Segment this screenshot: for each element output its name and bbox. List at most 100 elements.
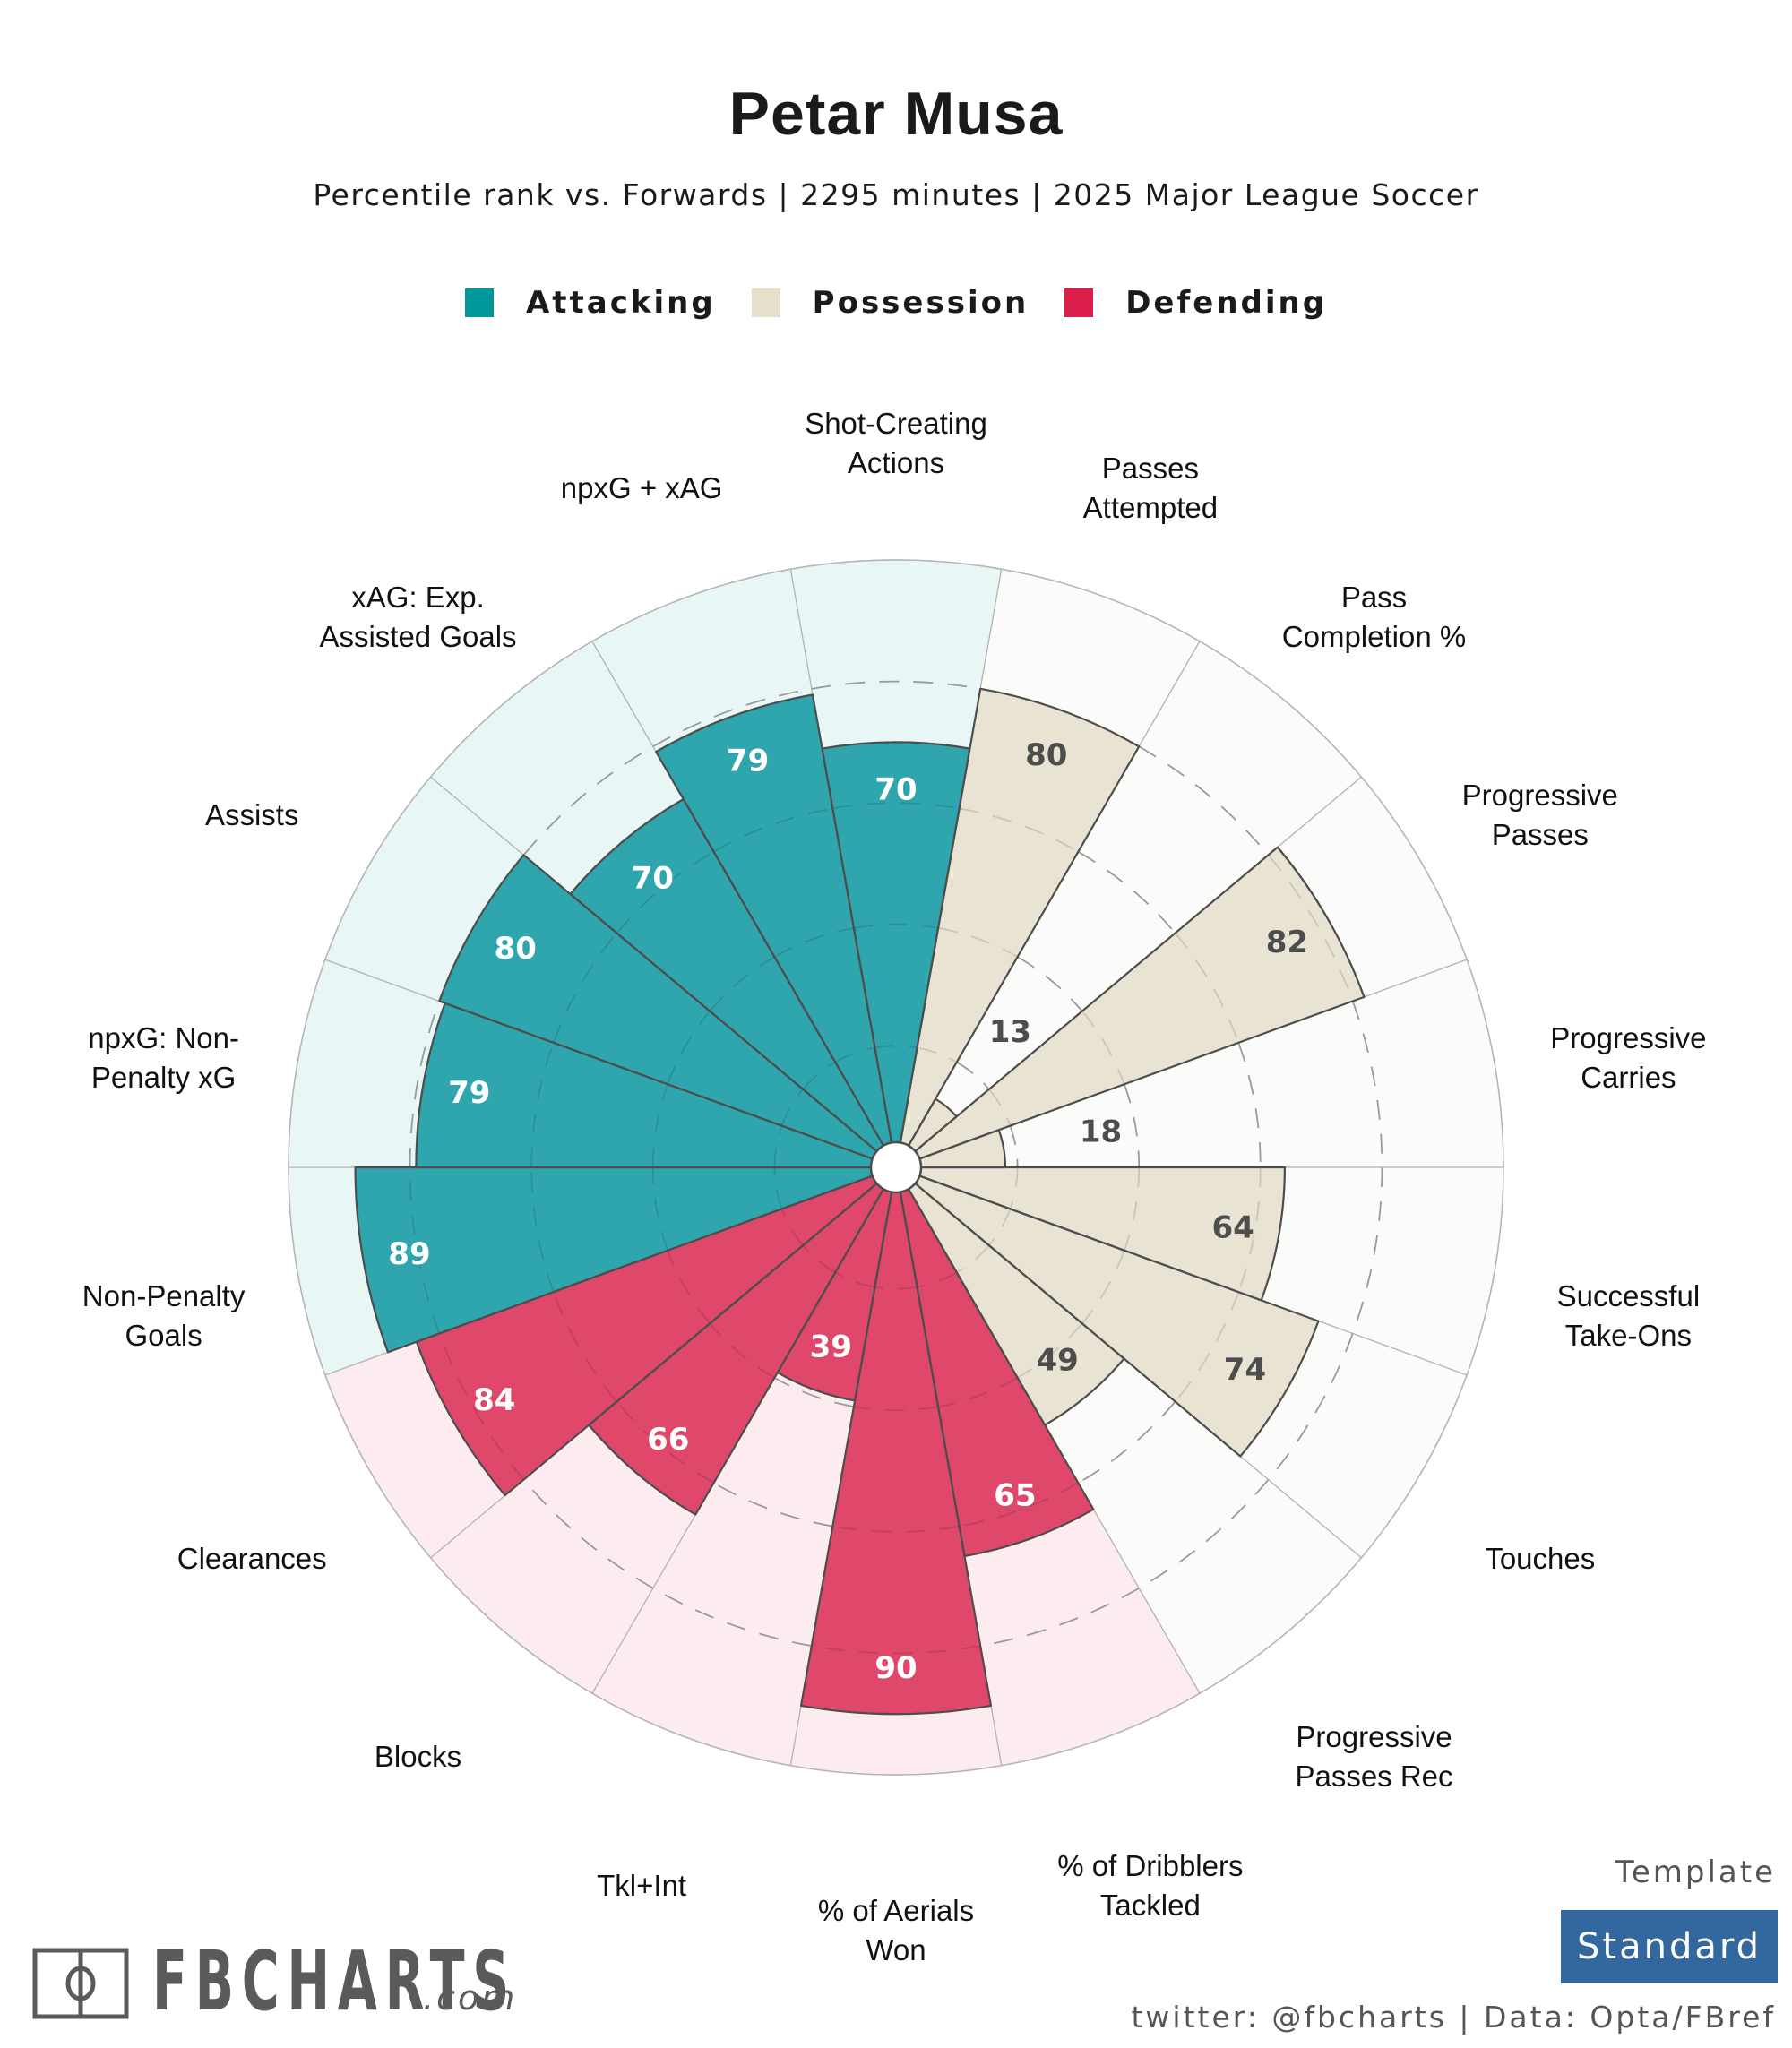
metric-label-line: Tkl+Int — [597, 1869, 686, 1902]
metric-label-line: Passes — [1102, 452, 1199, 485]
metric-label-line: Penalty xG — [91, 1061, 236, 1094]
metric-label-line: Assisted Goals — [319, 620, 516, 653]
metric-label-line: xAG: Exp. — [351, 581, 485, 614]
metric-label-successful-take-ons: Successful Take-Ons — [1557, 1279, 1701, 1352]
gridline-on-bar-60 — [1174, 932, 1240, 1044]
gridline-on-bar-40 — [937, 1377, 1019, 1407]
metric-label-line: Carries — [1581, 1061, 1676, 1094]
value-label-clearances: 84 — [473, 1382, 515, 1418]
bar-outline-npxg-non-penalty-xg — [415, 1002, 898, 1169]
value-label-assists: 80 — [495, 931, 537, 967]
gridline-on-bar-40 — [651, 1166, 669, 1252]
gridline-80 — [1267, 1333, 1354, 1481]
metric-label-non-penalty-goals: Non-Penalty Goals — [82, 1279, 246, 1352]
metric-label-progressive-passes: Progressive Passes — [1462, 779, 1618, 851]
value-label-non-penalty-goals: 89 — [388, 1236, 430, 1272]
metric-label-line: Successful — [1557, 1279, 1701, 1312]
gridline-on-bar-20 — [988, 1089, 1012, 1126]
gridline-80 — [522, 1479, 654, 1589]
gridline-on-bar-80 — [438, 1333, 525, 1481]
gridline-on-bar-40 — [667, 1250, 711, 1324]
gridline-on-bar-40 — [1081, 1250, 1125, 1324]
gridline-on-bar-40 — [773, 927, 855, 958]
gridline-on-bar-20 — [834, 1271, 875, 1288]
gridline-on-bar-20 — [780, 1089, 804, 1126]
gridline-on-bar-40 — [853, 923, 939, 929]
pitch-icon — [32, 1948, 129, 2019]
metric-label-line: Tackled — [1100, 1889, 1201, 1922]
gridline-on-bar-20 — [780, 1209, 804, 1246]
bars — [355, 688, 1365, 1715]
legend: Attacking Possession Defending — [0, 285, 1792, 321]
metric-label-line: Attempted — [1083, 491, 1218, 524]
gridline-80 — [811, 680, 981, 690]
legend-label-defending: Defending — [1125, 285, 1328, 321]
bar-outline-blocks — [588, 1166, 898, 1516]
gridline-40 — [1017, 956, 1083, 1012]
gridline-on-bar-20 — [988, 1209, 1012, 1246]
gridline-80 — [1351, 1001, 1383, 1168]
value-label-progressive-passes: 82 — [1266, 925, 1308, 960]
gridline-on-bar-20 — [874, 1045, 918, 1049]
gridline-on-bar-60 — [832, 1525, 960, 1533]
gridline-on-bar-60 — [616, 850, 715, 934]
logo-tld: .com — [423, 1978, 518, 2018]
legend-item-possession: Possession — [751, 285, 1030, 321]
bar-outline-clearances — [415, 1166, 898, 1497]
gridline-on-bar-20 — [802, 1061, 836, 1090]
credits: twitter: @fbcharts | Data: Opta/FBref — [1131, 2000, 1776, 2035]
gridline-60 — [713, 1482, 833, 1527]
metric-label-line: Won — [866, 1933, 926, 1966]
gridline-80 — [1138, 1479, 1270, 1589]
gridline-on-bar-60 — [959, 1482, 1079, 1527]
gridline-60 — [1077, 850, 1176, 934]
gridline-on-bar-20 — [874, 1286, 918, 1290]
legend-swatch-defending — [1064, 288, 1094, 317]
bar-xag-exp-assisted-goals — [570, 798, 896, 1167]
chart-subtitle: Percentile rank vs. Forwards | 2295 minu… — [313, 177, 1479, 212]
gridline-on-bar-60 — [530, 1042, 555, 1168]
gridline-on-bar-40 — [709, 1322, 775, 1379]
bar-outline-assists — [438, 854, 898, 1169]
gridline-on-bar-80 — [409, 1166, 441, 1334]
bar-outline-npxg-xag — [655, 693, 898, 1169]
gridline-on-bar-40 — [667, 1011, 711, 1085]
value-labels: 70 80 13 82 18 64 74 49 65 90 39 66 84 89 79 80 70 79 — [388, 737, 1308, 1686]
bar-of-aerials-won — [801, 1167, 991, 1715]
gridline-40 — [773, 1377, 855, 1407]
bar-assists — [439, 855, 896, 1167]
value-label-xag-exp-assisted-goals: 70 — [632, 860, 674, 896]
metric-labels: Shot-Creating Actions Passes Attempted Pass C… — [82, 407, 1707, 1966]
metric-label-line: Progressive — [1462, 779, 1618, 812]
gridline-20 — [1009, 1125, 1019, 1168]
bar-passes-attempted — [896, 688, 1140, 1167]
metric-label-assists: Assists — [205, 798, 299, 831]
bar-outline-of-dribblers-tackled — [894, 1166, 1095, 1558]
gridline-80 — [1138, 745, 1270, 856]
legend-label-attacking: Attacking — [525, 285, 716, 321]
metric-label-xag-exp-assisted-goals: xAG: Exp. Assisted Goals — [319, 581, 516, 653]
gridlines-on-bars — [409, 802, 1354, 1655]
value-label-tkl-int: 39 — [810, 1329, 852, 1365]
value-label-of-aerials-won: 90 — [874, 1650, 917, 1686]
gridline-on-bar-40 — [709, 956, 775, 1012]
metric-label-progressive-passes-rec: Progressive Passes Rec — [1295, 1720, 1452, 1793]
gridline-on-bar-60 — [552, 932, 618, 1044]
metric-label-of-aerials-won: % of Aerials Won — [818, 1894, 974, 1966]
value-label-progressive-carries: 18 — [1080, 1114, 1122, 1150]
metric-label-line: Pass — [1341, 581, 1407, 614]
value-label-blocks: 66 — [647, 1422, 689, 1458]
bar-outline-passes-attempted — [894, 687, 1141, 1169]
legend-swatch-possession — [751, 288, 780, 317]
gridline-on-bar-60 — [713, 807, 833, 853]
gridline-20 — [956, 1061, 990, 1090]
gridline-80 — [1351, 1166, 1383, 1334]
gridline-80 — [409, 1001, 441, 1168]
metric-label-line: Non-Penalty — [82, 1279, 246, 1312]
bar-successful-take-ons — [896, 1167, 1285, 1301]
metric-label-line: npxG + xAG — [561, 471, 723, 504]
metric-label-tkl-int: Tkl+Int — [597, 1869, 686, 1902]
value-label-successful-take-ons: 64 — [1211, 1209, 1254, 1245]
fbcharts-logo: FBCHARTS .com — [32, 1940, 518, 2023]
